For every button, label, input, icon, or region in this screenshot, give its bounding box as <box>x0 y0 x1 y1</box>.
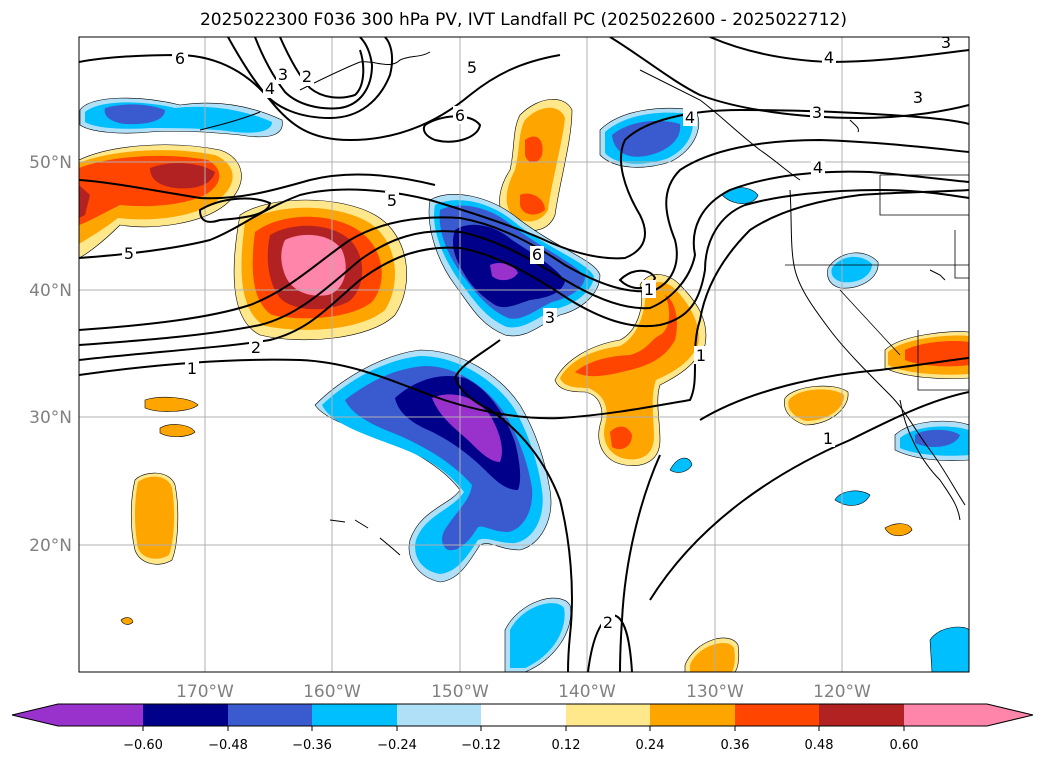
map-title: 2025022300 F036 300 hPa PV, IVT Landfall… <box>199 10 847 30</box>
colorbar-cells <box>12 704 1033 726</box>
contour-label: 4 <box>265 79 275 98</box>
contour-label: 5 <box>387 191 397 210</box>
lon-label-160w: 160°W <box>303 682 361 702</box>
colorbar-tick-label: 0.48 <box>805 738 834 753</box>
pv-contours <box>79 37 969 672</box>
contour-label: 6 <box>455 106 465 125</box>
longitude-labels: 170°W 160°W 150°W 140°W 130°W 120°W <box>176 682 871 702</box>
colorbar-tick-label: 0.60 <box>890 738 919 753</box>
contour-label: 3 <box>812 103 822 122</box>
shaded-pc-field <box>79 97 969 672</box>
colorbar-tick-label: 0.36 <box>721 738 750 753</box>
colorbar-tick-label: −0.60 <box>123 738 163 753</box>
map-panel: 6 3 2 4 5 6 4 3 3 3 4 5 5 6 3 2 1 1 1 1 … <box>79 33 969 672</box>
colorbar-extend-low <box>12 704 58 726</box>
contour-label: 1 <box>187 359 197 378</box>
colorbar-cell <box>397 704 481 726</box>
lat-label-40n: 40°N <box>29 281 72 301</box>
colorbar-cell <box>566 704 650 726</box>
colorbar-tick-label: 0.12 <box>552 738 581 753</box>
colorbar: −0.60 −0.48 −0.36 −0.24 −0.12 0.12 0.24 … <box>11 703 1034 753</box>
colorbar-tick-label: −0.48 <box>208 738 248 753</box>
latitude-labels: 50°N 40°N 30°N 20°N <box>29 153 72 556</box>
colorbar-tick-label: −0.36 <box>292 738 332 753</box>
contour-label: 3 <box>941 33 951 52</box>
coastlines <box>199 51 969 556</box>
colorbar-cell <box>143 704 228 726</box>
lon-label-150w: 150°W <box>431 682 489 702</box>
colorbar-extend-high <box>987 704 1033 726</box>
contour-label: 5 <box>124 244 134 263</box>
contour-label: 3 <box>545 308 555 327</box>
contour-label: 4 <box>813 158 823 177</box>
lon-label-130w: 130°W <box>686 682 744 702</box>
contour-label: 2 <box>302 67 312 86</box>
map-frame <box>78 36 970 673</box>
colorbar-cell <box>650 704 735 726</box>
colorbar-outline <box>11 703 1034 727</box>
colorbar-cell <box>735 704 819 726</box>
colorbar-cell <box>904 704 987 726</box>
colorbar-cell <box>58 704 143 726</box>
lon-label-140w: 140°W <box>558 682 616 702</box>
contour-label: 6 <box>532 245 542 264</box>
colorbar-tick-label: 0.24 <box>636 738 665 753</box>
colorbar-tick-group: −0.60 −0.48 −0.36 −0.24 −0.12 0.12 0.24 … <box>123 726 918 753</box>
contour-label: 4 <box>824 48 834 67</box>
contour-label: 1 <box>696 346 706 365</box>
colorbar-cell <box>819 704 904 726</box>
lon-label-170w: 170°W <box>176 682 234 702</box>
contour-label: 1 <box>644 280 654 299</box>
lat-label-20n: 20°N <box>29 536 72 556</box>
contour-label: 6 <box>175 49 185 68</box>
contour-label: 5 <box>467 58 477 77</box>
contour-label: 2 <box>603 613 613 632</box>
colorbar-cell <box>228 704 312 726</box>
contour-label-group: 6 3 2 4 5 6 4 3 3 3 4 5 5 6 3 2 1 1 1 1 … <box>122 33 953 632</box>
contour-label: 1 <box>823 429 833 448</box>
contour-label: 4 <box>685 108 695 127</box>
lon-label-120w: 120°W <box>813 682 871 702</box>
lat-label-30n: 30°N <box>29 408 72 428</box>
colorbar-cell <box>481 704 566 726</box>
graticule <box>79 37 969 672</box>
lat-label-50n: 50°N <box>29 153 72 173</box>
colorbar-tick-label: −0.12 <box>461 738 501 753</box>
colorbar-tick-label: −0.24 <box>377 738 417 753</box>
contour-label: 2 <box>251 338 261 357</box>
colorbar-cell <box>312 704 397 726</box>
contour-label: 3 <box>913 88 923 107</box>
contour-label: 3 <box>278 65 288 84</box>
